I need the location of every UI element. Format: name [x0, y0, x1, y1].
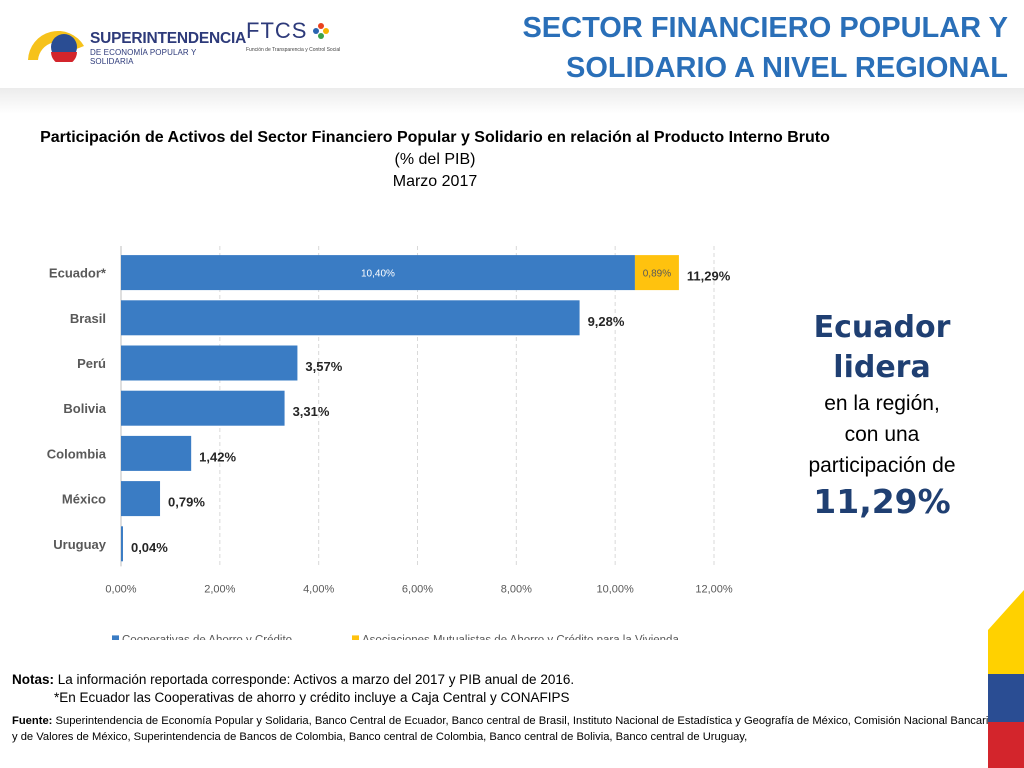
total-label: 11,29% — [687, 269, 731, 284]
callout-line2: con una — [844, 423, 920, 446]
segment-label: 10,40% — [361, 269, 395, 280]
legend-swatch-mutualistas — [352, 635, 359, 640]
sun-emblem-icon — [28, 30, 84, 62]
x-tick-label: 8,00% — [501, 583, 532, 595]
bar-chart: 0,00% 2,00% 4,00% 6,00% 8,00% 10,00% 12,00% Ecu… — [47, 246, 733, 640]
source: Fuente: Superintendencia de Economía Pop… — [12, 713, 997, 745]
bar-mutualistas — [634, 255, 679, 291]
legend-label-cooperativas: Cooperativas de Ahorro y Crédito — [122, 634, 292, 640]
segment-label: 0,89% — [643, 269, 671, 280]
chart-title-line1: Participación de Activos del Sector Fina… — [40, 129, 830, 146]
bar-cooperativas — [121, 481, 161, 517]
x-tick-label: 12,00% — [695, 583, 733, 595]
chart-title-line2: (% del PIB) — [394, 151, 476, 168]
total-label: 1,42% — [199, 449, 236, 464]
callout-value: 11,29% — [813, 482, 951, 521]
x-tick-label: 2,00% — [204, 583, 235, 595]
category-label: Brasil — [70, 311, 106, 326]
ftcs-logo: FTCS Función de Transparencia y Control … — [246, 18, 341, 58]
x-tick-label: 0,00% — [105, 583, 136, 595]
ftcs-logo-text: FTCS — [246, 18, 308, 43]
notes-line1: La información reportada corresponde: Ac… — [57, 672, 575, 687]
callout-line3: participación de — [808, 454, 956, 477]
category-label: Perú — [77, 356, 106, 371]
legend-swatch-cooperativas — [112, 635, 119, 640]
callout-headline: Ecuador lidera — [813, 310, 951, 385]
category-label: Ecuador* — [49, 266, 107, 281]
notes-line2: *En Ecuador las Cooperativas de ahorro y… — [54, 690, 570, 705]
bar-cooperativas — [121, 526, 123, 562]
logo-superintendencia-subtext: DE ECONOMÍA POPULAR Y SOLIDARIA — [90, 48, 197, 66]
total-label: 3,57% — [305, 359, 342, 374]
category-label: México — [62, 492, 106, 507]
superintendencia-logo: SUPERINTENDENCIA DE ECONOMÍA POPULAR Y S… — [24, 18, 246, 66]
bar-cooperativas — [121, 390, 285, 426]
total-label: 9,28% — [588, 314, 625, 329]
legend-label-mutualistas: Asociaciones Mutualistas de Ahorro y Cré… — [362, 634, 679, 640]
chart-title-line3: Marzo 2017 — [392, 173, 478, 190]
ftcs-ring-icon — [313, 23, 329, 39]
x-tick-label: 10,00% — [597, 583, 635, 595]
flag-corner-decoration — [988, 590, 1024, 768]
notes-label: Notas: — [12, 672, 55, 687]
chart-title: Participación de Activos del Sector Fina… — [0, 127, 870, 193]
category-label: Bolivia — [63, 401, 106, 416]
x-tick-label: 4,00% — [303, 583, 334, 595]
notes: Notas: La información reportada correspo… — [12, 671, 1002, 707]
page-title-line1: SECTOR FINANCIERO POPULAR Y — [522, 12, 1008, 44]
source-label: Fuente: — [12, 715, 53, 727]
bar-cooperativas — [121, 255, 635, 291]
x-tick-label: 6,00% — [402, 583, 433, 595]
total-label: 0,79% — [168, 495, 205, 510]
callout-line1: en la región, — [824, 392, 940, 415]
ftcs-logo-subtext: Función de Transparencia y Control Socia… — [246, 47, 341, 53]
side-callout: Ecuador lidera en la región, con una par… — [760, 308, 1004, 523]
bar-cooperativas — [121, 300, 580, 336]
category-label: Colombia — [47, 446, 107, 461]
category-label: Uruguay — [53, 537, 107, 552]
page-title: SECTOR FINANCIERO POPULAR Y SOLIDARIO A … — [448, 8, 1008, 88]
bar-cooperativas — [121, 435, 192, 471]
logo-superintendencia-text: SUPERINTENDENCIA — [90, 30, 247, 47]
header: SUPERINTENDENCIA DE ECONOMÍA POPULAR Y S… — [0, 0, 1024, 88]
bar-cooperativas — [121, 345, 298, 381]
source-text: Superintendencia de Economía Popular y S… — [12, 715, 995, 743]
total-label: 0,04% — [131, 540, 168, 555]
page-title-line2: SOLIDARIO A NIVEL REGIONAL — [565, 52, 1008, 84]
total-label: 3,31% — [293, 404, 330, 419]
